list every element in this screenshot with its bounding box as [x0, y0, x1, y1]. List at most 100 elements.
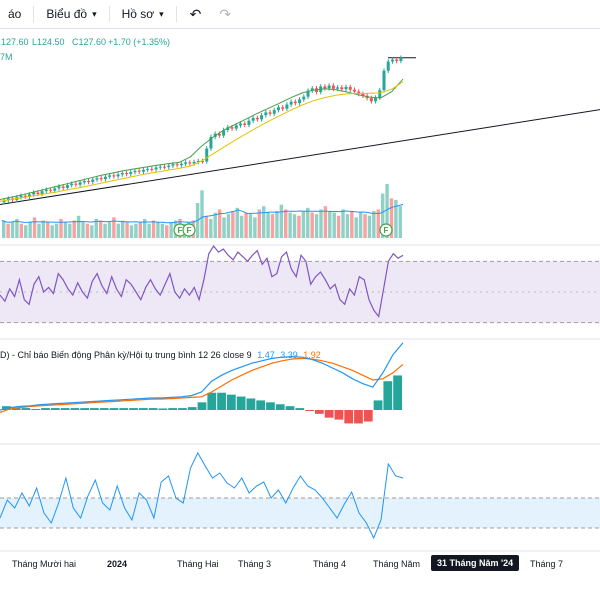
volume-bar — [68, 223, 72, 238]
candle-body — [23, 195, 27, 197]
toolbar-divider — [33, 6, 35, 22]
volume-bar — [120, 220, 125, 238]
volume-bar — [81, 222, 85, 238]
candle-body — [331, 85, 335, 89]
candle-body — [238, 123, 242, 126]
volume-bar — [341, 209, 345, 238]
volume-bar — [85, 223, 90, 238]
volume-bar — [28, 222, 32, 238]
chevron-down-icon: ▾ — [92, 8, 97, 19]
toolbar-divider — [175, 6, 177, 22]
macd-histogram-bar — [21, 408, 31, 410]
macd-legend: D) - Chỉ báo Biến động Phân kỳ/Hội tụ tr… — [0, 350, 321, 360]
candle-body — [268, 112, 272, 114]
volume-bar — [292, 214, 297, 238]
macd-legend-v1: 1.47 — [257, 350, 275, 360]
volume-bar — [226, 214, 231, 238]
toolbar-divider — [108, 6, 110, 22]
profile-menu-button[interactable]: Hồ sơ ▾ — [114, 0, 172, 28]
time-axis-label: Tháng Mười hai — [12, 559, 76, 569]
volume-bar — [15, 218, 19, 238]
undo-icon[interactable]: ↶ — [189, 5, 202, 22]
time-axis-label: Tháng Hai — [177, 559, 219, 569]
macd-legend-v3: 1.92 — [303, 350, 321, 360]
event-badge-label: F — [178, 226, 183, 235]
candle-body — [27, 194, 31, 197]
stoch-pane — [0, 451, 600, 540]
candle-body — [374, 97, 378, 102]
volume-bar — [90, 225, 94, 238]
candle-body — [133, 170, 137, 173]
chart-canvas[interactable]: 127.60 L124.50 C127.60 +1.70 (+1.35%) 7M… — [0, 28, 600, 553]
volume-bar — [107, 222, 112, 238]
candle-body — [344, 86, 348, 90]
volume-bar — [261, 206, 266, 238]
event-badge-icon — [379, 223, 393, 237]
crosshair-date-label: 31 Tháng Năm '24 — [431, 555, 520, 571]
volume-bar — [398, 206, 402, 238]
volume-bar — [354, 217, 358, 238]
volume-bar — [134, 223, 138, 238]
macd-histogram-bar — [178, 408, 187, 410]
candle-body — [399, 57, 403, 61]
candle-body — [285, 104, 289, 109]
volume-bar — [116, 223, 120, 238]
candle-body — [179, 163, 183, 166]
macd-histogram-bar — [41, 408, 50, 410]
candle-body — [348, 86, 352, 90]
candle-body — [44, 189, 48, 192]
volume-bar — [54, 223, 59, 238]
volume-bar — [248, 214, 253, 238]
toolbar-item-partial[interactable]: áo — [0, 0, 29, 28]
volume-bar — [213, 212, 217, 238]
candle-body — [255, 117, 259, 120]
volume-bar — [270, 214, 275, 238]
candle-body — [36, 192, 40, 194]
volume-bar — [284, 209, 288, 238]
candle-body — [120, 173, 124, 175]
rsi-pane — [0, 244, 600, 324]
volume-bar — [372, 211, 376, 238]
volume-bar — [19, 223, 24, 238]
volume-bar — [204, 215, 209, 238]
volume-bar — [279, 204, 284, 238]
candle-body — [327, 85, 331, 89]
volume-bar — [394, 199, 398, 238]
stoch-band — [0, 498, 600, 528]
macd-histogram-bar — [148, 408, 158, 410]
volume-bar — [50, 225, 54, 238]
event-badge-label: F — [384, 226, 389, 235]
candle-body — [310, 88, 314, 91]
macd-histogram-bar — [266, 402, 275, 410]
candle-body — [65, 185, 69, 188]
macd-histogram-bar — [305, 410, 314, 411]
macd-legend-title: D) - Chỉ báo Biến động Phân kỳ/Hội tụ tr… — [0, 350, 196, 360]
candle-body — [272, 110, 276, 114]
candle-body — [40, 191, 44, 194]
candle-body — [116, 174, 120, 177]
macd-histogram-bar — [236, 396, 246, 410]
volume-bar — [10, 222, 15, 238]
candle-body — [293, 101, 297, 104]
candle-body — [53, 188, 57, 191]
volume-bar — [319, 209, 323, 238]
macd-histogram-bar — [80, 408, 90, 410]
candle-body — [171, 164, 175, 166]
trendline — [0, 109, 600, 206]
macd-histogram-bar — [275, 404, 285, 410]
chart-menu-button[interactable]: Biểu đồ ▾ — [38, 0, 104, 28]
moving-average-slow — [0, 81, 404, 202]
macd-histogram-bar — [109, 408, 119, 410]
volume-bar — [345, 214, 350, 238]
redo-icon[interactable]: ↷ — [219, 5, 232, 22]
macd-histogram-bar — [334, 410, 344, 420]
candle-body — [32, 192, 36, 195]
candle-body — [87, 180, 91, 182]
macd-histogram-bar — [393, 375, 402, 410]
candle-body — [196, 161, 200, 163]
volume-bar — [380, 193, 385, 238]
macd-histogram-bar — [344, 410, 354, 424]
volume-bar — [376, 209, 380, 238]
volume-bar — [350, 211, 354, 238]
